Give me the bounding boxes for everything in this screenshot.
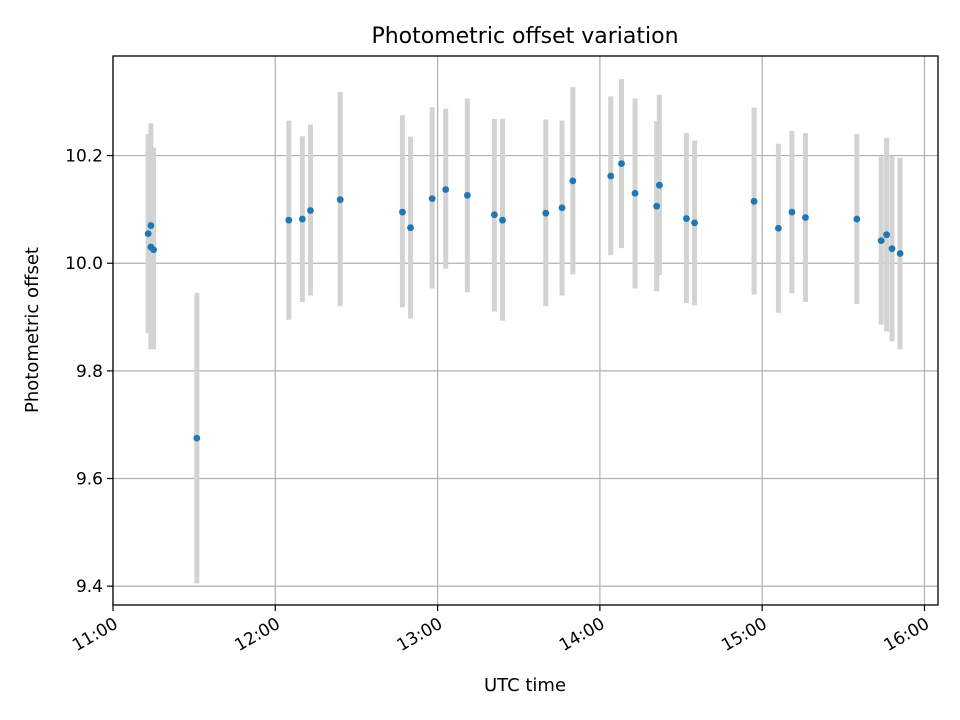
data-point [285,216,293,224]
point-layer [144,160,904,442]
x-axis-label: UTC time [484,675,566,696]
y-tick-label: 10.0 [65,254,103,274]
chart-title: Photometric offset variation [371,24,678,49]
data-point [336,196,344,204]
y-tick-label: 10.2 [65,147,103,167]
x-tick-label: 15:00 [718,614,770,656]
data-point [877,237,885,245]
errorbar-layer [145,79,903,584]
data-point [307,207,314,214]
y-tick-label: 9.8 [76,362,103,382]
x-tick-label: 12:00 [231,614,283,656]
data-point [542,209,550,217]
x-tick-label: 16:00 [881,614,933,656]
data-point [883,231,891,239]
data-point [802,214,809,221]
x-tick-label: 11:00 [69,614,121,656]
x-tick-label: 14:00 [556,614,608,656]
x-tick-label: 13:00 [394,614,446,656]
data-point [147,222,155,229]
data-point [631,189,639,197]
data-point [442,186,450,193]
plot-frame [112,55,939,606]
data-point [558,204,566,212]
data-point [896,250,904,257]
data-point [569,177,577,185]
y-tick-label: 9.6 [76,470,103,490]
data-point [490,211,498,219]
data-point [683,215,690,222]
y-axis-label: Photometric offset [22,247,43,413]
data-point [607,172,615,180]
data-point [463,192,471,199]
data-point [691,219,698,227]
grid-layer [112,56,938,605]
data-point [653,202,661,210]
data-point [407,224,414,232]
data-point [618,160,625,168]
data-point [750,197,758,205]
data-point [853,215,861,223]
data-point [193,434,201,442]
data-point [144,230,152,238]
data-point [888,245,896,253]
data-point [499,216,506,224]
data-point [428,195,436,203]
data-point [655,181,663,189]
data-point [399,208,406,216]
data-point [788,208,796,216]
data-point [150,246,157,254]
data-point [298,215,306,223]
data-point [775,224,782,232]
y-tick-label: 9.4 [76,577,103,597]
